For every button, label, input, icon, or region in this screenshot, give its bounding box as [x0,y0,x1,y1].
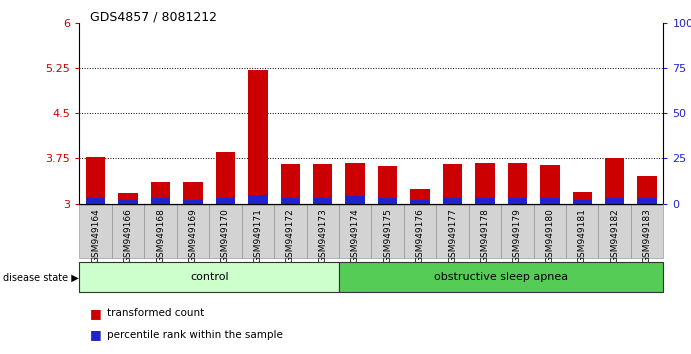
Text: ■: ■ [90,307,102,320]
Bar [313,164,332,204]
Bar [475,163,495,204]
Bar [346,162,365,204]
Text: ■: ■ [90,328,102,341]
Bar [410,188,430,204]
Bar [475,198,495,204]
Bar [216,198,235,204]
Bar [79,262,339,292]
Bar [346,196,365,204]
Bar [248,195,267,204]
Text: GSM949179: GSM949179 [513,208,522,263]
Text: GSM949171: GSM949171 [254,208,263,263]
Bar [573,192,592,204]
Bar [281,164,300,204]
Text: GSM949164: GSM949164 [91,208,100,263]
Text: GDS4857 / 8081212: GDS4857 / 8081212 [90,11,217,24]
Text: GSM949170: GSM949170 [221,208,230,263]
Text: GSM949178: GSM949178 [480,208,489,263]
Bar [508,163,527,204]
Text: GSM949169: GSM949169 [189,208,198,263]
Bar [605,198,625,204]
Bar [508,198,527,204]
Bar [443,164,462,204]
Bar [443,198,462,204]
Bar [598,204,631,258]
Bar [540,165,560,204]
Text: transformed count: transformed count [107,308,205,318]
Bar [86,198,106,204]
Bar [307,204,339,258]
Text: GSM949166: GSM949166 [124,208,133,263]
Bar [313,198,332,204]
Text: GSM949181: GSM949181 [578,208,587,263]
Bar [501,204,533,258]
Bar [118,193,138,204]
Bar [183,183,202,204]
Bar [177,204,209,258]
Text: GSM949174: GSM949174 [351,208,360,263]
Bar [274,204,307,258]
Bar [605,159,625,204]
Bar [410,200,430,204]
Bar [637,176,657,204]
Bar [183,200,202,204]
Bar [281,198,300,204]
Text: GSM949182: GSM949182 [610,208,619,263]
Bar [151,198,170,204]
Bar [86,156,106,204]
Bar [566,204,598,258]
Bar [533,204,566,258]
Text: GSM949180: GSM949180 [545,208,554,263]
Bar [378,198,397,204]
Bar [242,204,274,258]
Text: control: control [190,272,229,282]
Bar [339,262,663,292]
Text: GSM949177: GSM949177 [448,208,457,263]
Bar [468,204,501,258]
Bar [209,204,242,258]
Bar [248,70,267,204]
Bar [216,152,235,204]
Bar [339,204,371,258]
Text: GSM949168: GSM949168 [156,208,165,263]
Bar [378,166,397,204]
Bar [112,204,144,258]
Bar [631,204,663,258]
Text: GSM949172: GSM949172 [286,208,295,263]
Text: GSM949183: GSM949183 [643,208,652,263]
Bar [118,200,138,204]
Text: GSM949176: GSM949176 [415,208,424,263]
Text: percentile rank within the sample: percentile rank within the sample [107,330,283,339]
Bar [573,200,592,204]
Text: GSM949175: GSM949175 [383,208,392,263]
Bar [436,204,468,258]
Bar [144,204,177,258]
Bar [151,183,170,204]
Text: disease state ▶: disease state ▶ [3,273,79,283]
Text: GSM949173: GSM949173 [319,208,328,263]
Text: obstructive sleep apnea: obstructive sleep apnea [434,272,568,282]
Bar [540,198,560,204]
Bar [404,204,436,258]
Bar [637,198,657,204]
Bar [371,204,404,258]
Bar [79,204,112,258]
